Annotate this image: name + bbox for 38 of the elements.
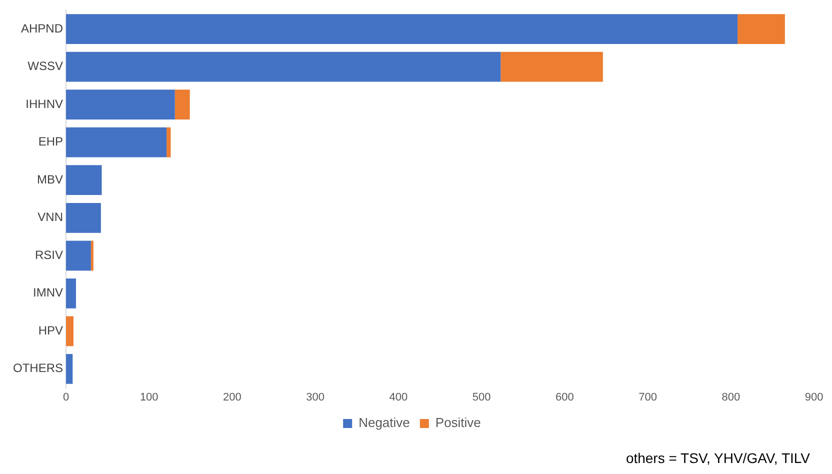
x-tick-label: 100 — [140, 391, 158, 404]
bar — [166, 127, 171, 158]
bar — [66, 90, 175, 120]
y-tick-label: IMNV — [33, 286, 64, 300]
y-tick-label: HPV — [38, 323, 64, 338]
x-tick-label: 900 — [804, 391, 824, 404]
bar — [66, 165, 102, 196]
bar — [500, 52, 603, 82]
y-tick-label: OTHERS — [12, 361, 64, 376]
y-tick-label: EHP — [38, 134, 64, 149]
bar — [66, 52, 501, 82]
x-tick-label: 0 — [62, 391, 70, 404]
bar — [66, 278, 76, 308]
bar — [66, 316, 74, 346]
x-tick-label: 500 — [472, 391, 491, 404]
bar — [66, 14, 738, 44]
bar — [66, 127, 167, 158]
bar — [66, 202, 101, 233]
legend-label: Negative — [358, 415, 410, 430]
bar — [66, 240, 91, 271]
text: others = TSV, YHV/GAV, TILV — [626, 450, 810, 466]
bar — [174, 90, 190, 120]
bar — [66, 354, 73, 384]
y-tick-label: IHHNV — [26, 96, 64, 111]
bar — [738, 14, 785, 44]
x-tick-label: 200 — [223, 391, 242, 404]
x-tick-label: 800 — [722, 391, 740, 404]
y-tick-label: MBV — [36, 172, 64, 186]
bar — [90, 240, 94, 271]
x-tick-label: 400 — [389, 391, 408, 404]
y-tick-label: WSSV — [28, 59, 64, 74]
x-tick-label: 300 — [306, 391, 325, 404]
y-tick-label: AHPND — [20, 21, 64, 36]
y-tick-label: VNN — [38, 210, 64, 224]
x-tick-label: 600 — [555, 391, 574, 404]
y-tick-label: RSIV — [34, 248, 64, 262]
legend-label: Positive — [435, 415, 481, 430]
x-tick-label: 700 — [638, 391, 657, 404]
